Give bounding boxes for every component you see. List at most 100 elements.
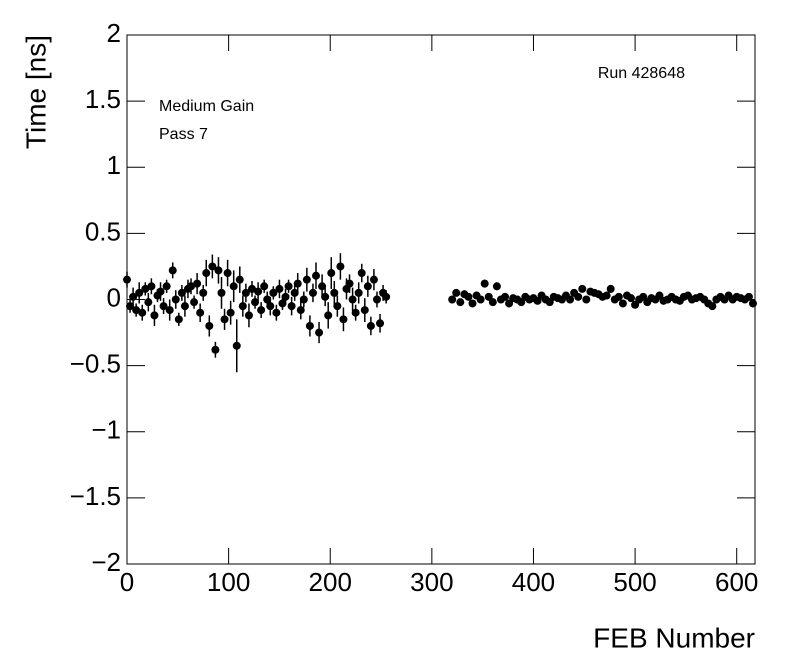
data-point [744,292,753,301]
data-point [180,302,189,311]
data-point [363,282,372,291]
data-point [208,262,217,271]
data-point [162,282,171,291]
data-point [235,275,244,284]
data-point [123,275,131,284]
y-axis-label: Time [ns] [20,35,51,149]
data-point [126,302,135,311]
x-tick-label: 100 [207,567,250,597]
data-point [147,282,156,291]
data-point [171,295,180,304]
data-point [345,279,354,288]
data-point [177,288,186,297]
y-tick-label: 0 [107,282,121,312]
data-point [468,299,477,308]
data-point [318,282,327,291]
data-point [196,308,205,317]
data-point [247,284,256,293]
data-point [369,275,378,284]
data-point [165,306,174,315]
data-point [376,319,385,328]
data-point [141,284,150,293]
x-tick-label: 0 [120,567,134,597]
y-tick-label: −1 [91,415,121,445]
data-point [354,288,363,297]
data-point [618,299,627,308]
data-point [302,275,311,284]
y-tick-label: −2 [91,547,121,577]
data-point [205,321,214,330]
data-point [266,302,275,311]
data-point [150,311,159,320]
data-point [602,291,611,300]
data-point [480,279,489,288]
data-point [456,298,465,307]
data-point [272,308,281,317]
data-point [708,302,717,311]
data-point [293,279,302,288]
y-tick-label: −1.5 [70,481,121,511]
data-point [312,271,321,280]
data-point [254,287,263,296]
data-point [269,288,278,297]
data-point [284,282,293,291]
data-point [324,311,333,320]
data-point [263,295,272,304]
data-point [129,292,138,301]
data-point [321,292,330,301]
x-tick-label: 600 [715,567,758,597]
data-point [251,298,260,307]
data-point [287,302,296,311]
data-point [281,292,290,301]
data-point [578,284,587,293]
data-point [448,295,457,304]
data-point [223,269,232,278]
data-point [211,345,220,354]
annotation: Pass 7 [159,126,208,143]
y-tick-label: 0.5 [85,216,121,246]
x-tick-label: 400 [512,567,555,597]
data-point [336,262,345,271]
y-tick-label: −0.5 [70,349,121,379]
data-point [238,302,247,311]
data-point [190,298,199,307]
data-point [464,292,473,301]
data-point [214,266,223,275]
data-point [241,288,250,297]
data-point [275,284,284,293]
x-tick-label: 200 [309,567,352,597]
y-tick-label: 2 [107,18,121,48]
data-point [193,279,202,288]
data-point [315,328,324,337]
data-point [372,295,381,304]
data-point [488,298,497,307]
data-point [748,299,757,308]
data-point [606,284,615,293]
data-point [202,269,211,278]
data-point [159,302,168,311]
data-point [135,288,144,297]
data-point [574,292,583,301]
data-point [244,311,253,320]
data-point [299,295,308,304]
data-point [360,306,369,315]
data-point [138,308,147,317]
data-point [217,288,226,297]
data-point [229,282,238,291]
annotation: Run 428648 [598,65,685,82]
data-point [339,315,348,324]
data-point [305,321,314,330]
data-point [566,295,575,304]
data-point [627,294,636,303]
data-point [330,288,339,297]
x-axis-label: FEB Number [593,622,755,653]
data-point [278,299,287,308]
data-point [132,306,141,315]
data-point [382,292,391,301]
data-point [452,288,461,297]
x-tick-label: 300 [410,567,453,597]
data-point [257,306,266,315]
annotation: Medium Gain [159,98,254,115]
data-point [187,282,196,291]
